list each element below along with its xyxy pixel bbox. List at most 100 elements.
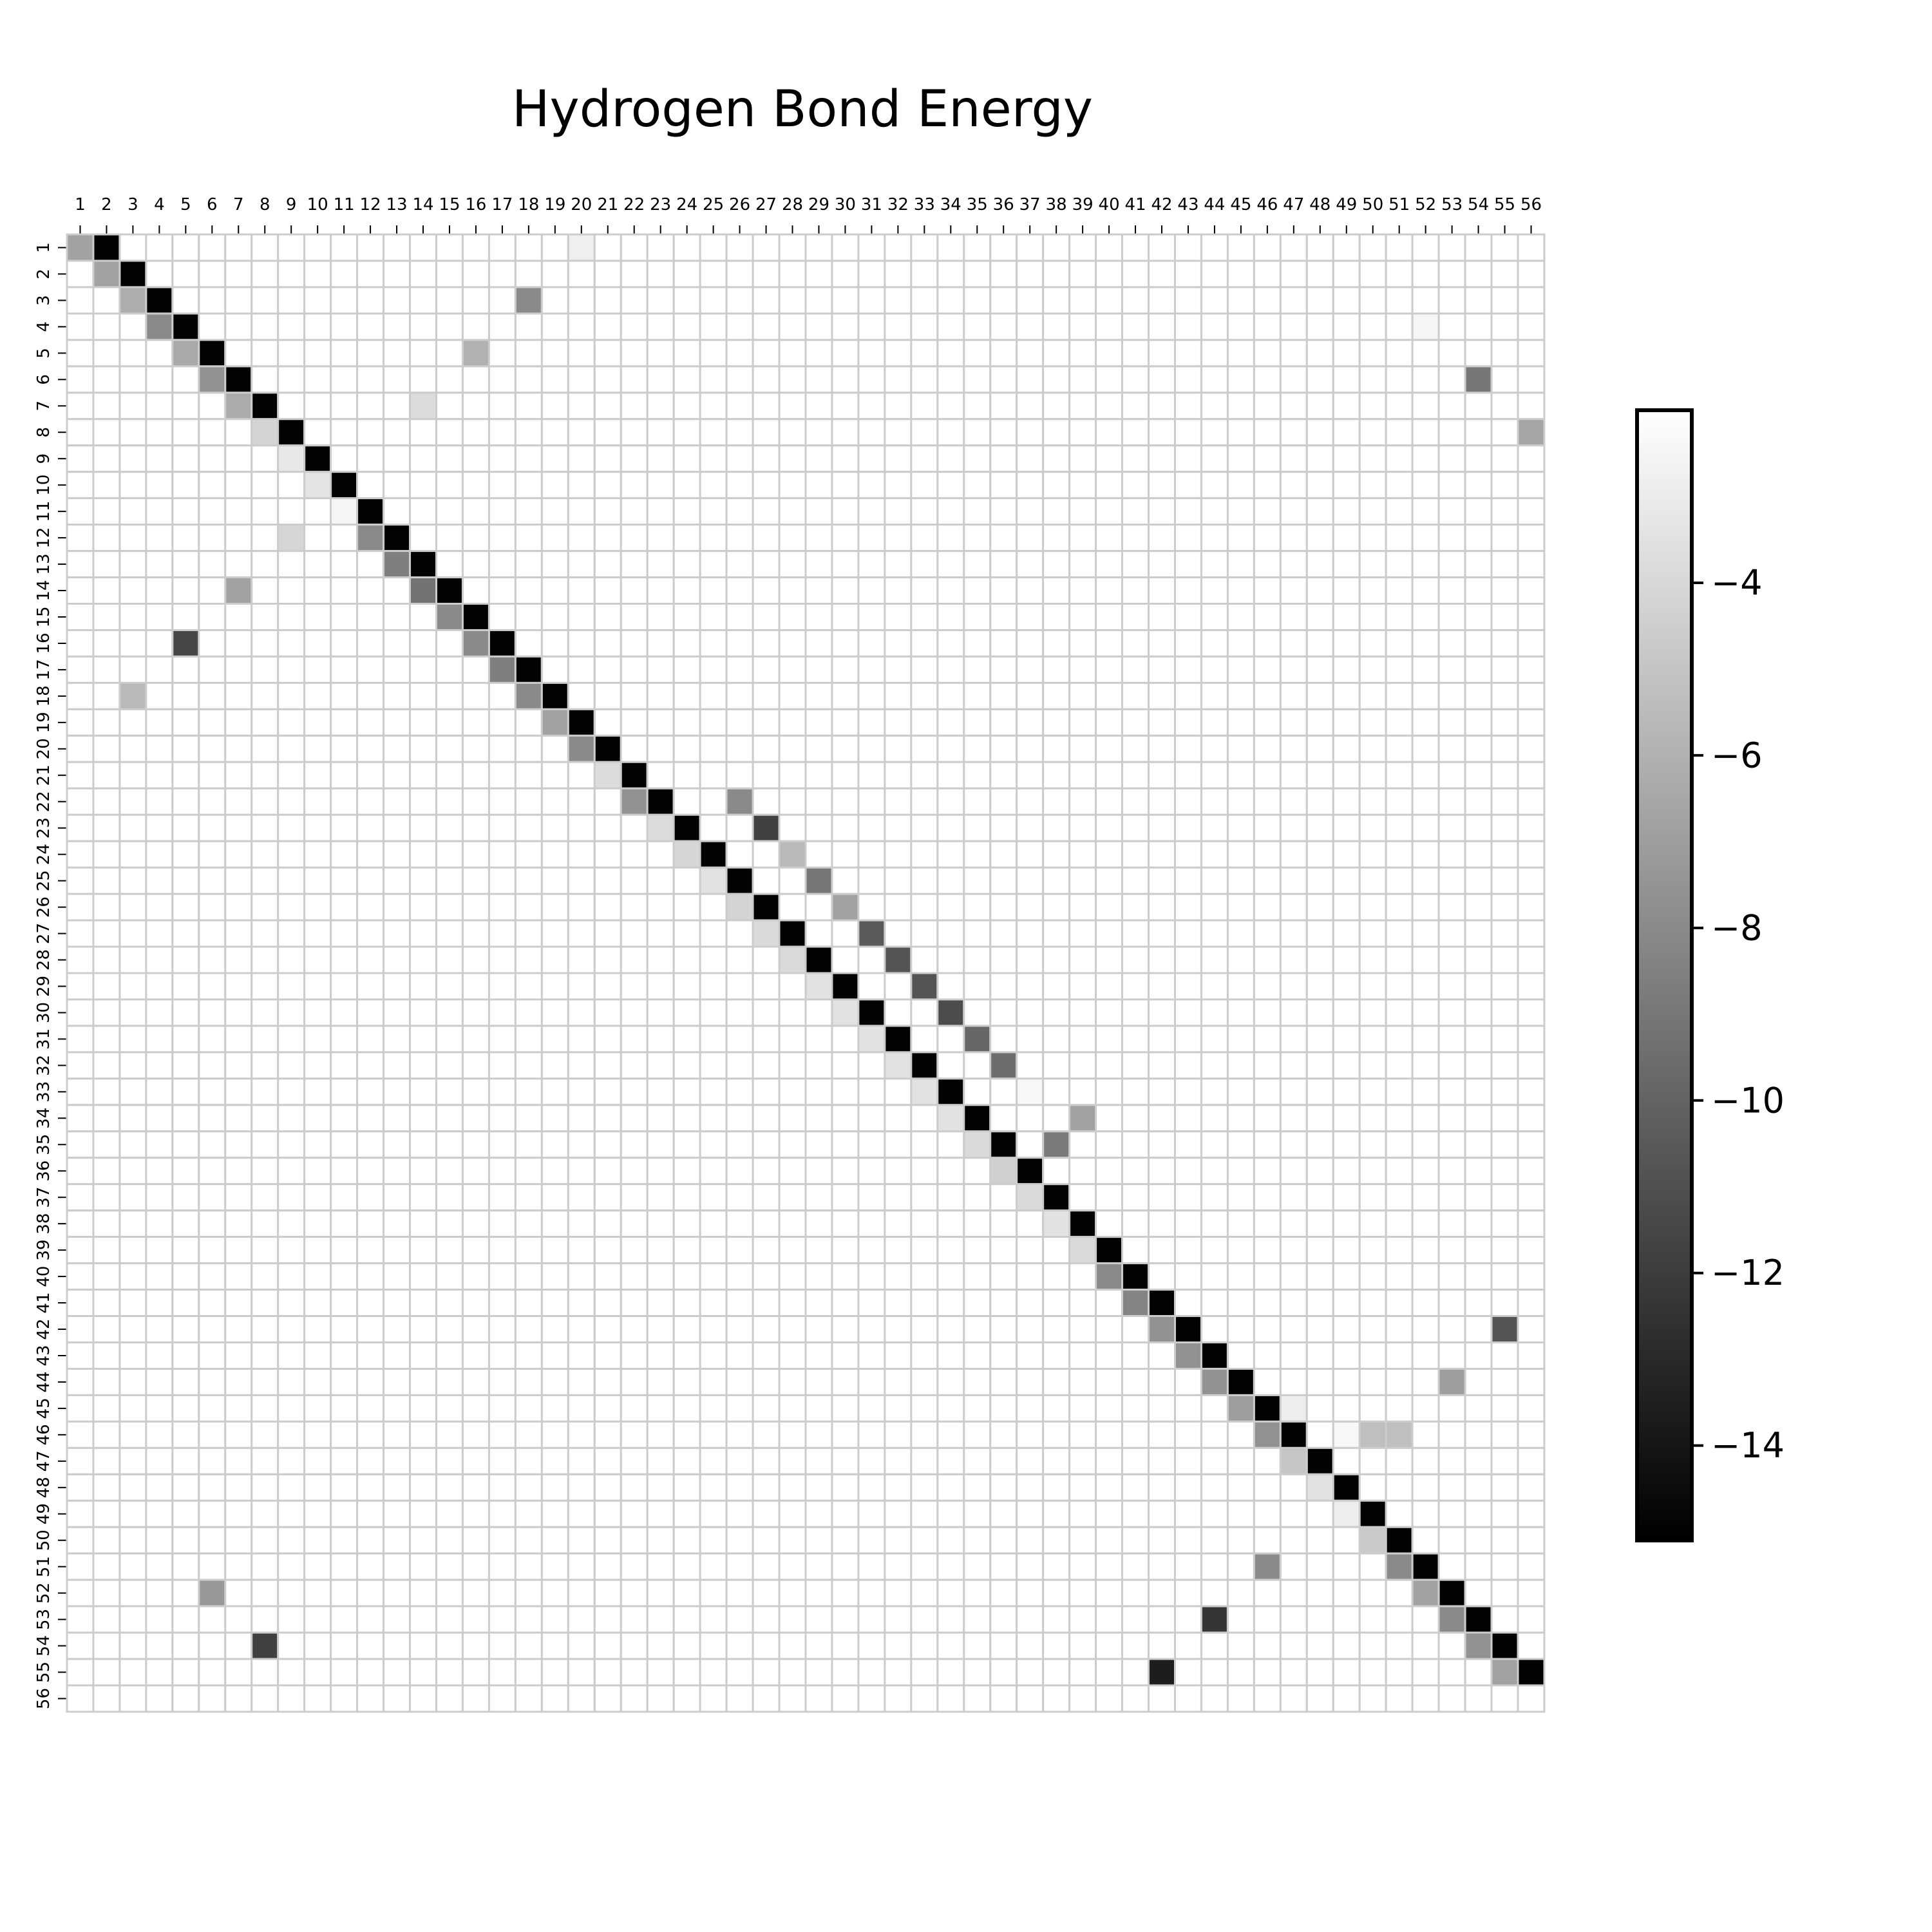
heatmap-cell (488, 1236, 516, 1265)
heatmap-cell (435, 972, 464, 1001)
heatmap-cell (804, 1051, 833, 1080)
y-tick-label: 38 (34, 1213, 53, 1235)
heatmap-cell (1411, 524, 1440, 553)
heatmap-cell (1279, 1499, 1308, 1528)
heatmap-cell (1253, 708, 1282, 737)
heatmap-cell (804, 1315, 833, 1344)
heatmap-cell (330, 1289, 359, 1318)
heatmap-cell (1016, 233, 1045, 262)
heatmap-cell (989, 1025, 1018, 1054)
heatmap-cell (936, 550, 965, 579)
heatmap-cell (963, 1552, 992, 1581)
heatmap-cell (1253, 1262, 1282, 1291)
heatmap-cell (725, 1077, 754, 1106)
heatmap-cell (224, 312, 253, 341)
heatmap-cell (1253, 418, 1282, 447)
heatmap-cell (857, 1605, 886, 1634)
heatmap-cell (831, 392, 860, 421)
heatmap-cell (804, 1183, 833, 1212)
heatmap-cell (672, 1446, 701, 1475)
heatmap-cell (963, 1473, 992, 1502)
heatmap-cell (672, 392, 701, 421)
heatmap-cell (1042, 1420, 1071, 1449)
heatmap-cell (620, 418, 649, 447)
heatmap-cell (699, 497, 728, 526)
heatmap-cell (963, 1367, 992, 1396)
heatmap-cell (461, 603, 490, 631)
heatmap-cell (752, 1420, 781, 1449)
heatmap-cell (1305, 1262, 1334, 1291)
heatmap-cell (1174, 418, 1202, 447)
heatmap-cell (1042, 1209, 1071, 1238)
heatmap-cell (752, 708, 781, 737)
heatmap-cell (963, 1684, 992, 1713)
heatmap-cell (1121, 1157, 1150, 1186)
heatmap-cell (1279, 1341, 1308, 1370)
heatmap-cell (1437, 286, 1466, 315)
heatmap-cell (1305, 1051, 1334, 1080)
heatmap-cell (567, 1077, 596, 1106)
heatmap-cell (488, 524, 516, 553)
x-tick-label: 12 (360, 195, 381, 214)
heatmap-cell (330, 392, 359, 421)
heatmap-cell (936, 629, 965, 658)
heatmap-cell (1016, 1526, 1045, 1555)
heatmap-cell (1148, 1420, 1177, 1449)
heatmap-cell (383, 945, 412, 974)
heatmap-cell (989, 655, 1018, 684)
heatmap-cell (804, 576, 833, 605)
heatmap-cell (804, 1394, 833, 1423)
heatmap-cell (461, 576, 490, 605)
x-tick-label: 56 (1520, 195, 1542, 214)
heatmap-cell (1042, 681, 1071, 710)
heatmap-cell (277, 576, 306, 605)
heatmap-cell (1253, 1394, 1282, 1423)
heatmap-cell (488, 1104, 516, 1133)
heatmap-cell (1226, 972, 1255, 1001)
heatmap-cell (1385, 1077, 1414, 1106)
heatmap-cell (1517, 1605, 1546, 1634)
y-tick-label: 46 (34, 1424, 53, 1445)
heatmap-cell (198, 1025, 227, 1054)
heatmap-cell (1385, 603, 1414, 631)
heatmap-cell (1490, 1552, 1519, 1581)
heatmap-cell (593, 1526, 622, 1555)
heatmap-cell (303, 1183, 332, 1212)
heatmap-cell (1068, 497, 1097, 526)
heatmap-cell (831, 787, 860, 816)
heatmap-cell (1358, 339, 1387, 368)
heatmap-cell (1226, 1684, 1255, 1713)
heatmap-cell (461, 444, 490, 473)
heatmap-cell (488, 1157, 516, 1186)
heatmap-cell (66, 998, 95, 1027)
heatmap-cell (672, 1526, 701, 1555)
heatmap-cell (1437, 1183, 1466, 1212)
heatmap-cell (831, 339, 860, 368)
heatmap-cell (145, 1526, 174, 1555)
heatmap-cell (409, 1658, 437, 1687)
heatmap-cell (857, 1341, 886, 1370)
heatmap-cell (1385, 418, 1414, 447)
heatmap-cell (725, 339, 754, 368)
heatmap-cell (1253, 813, 1282, 842)
heatmap-cell (1332, 1446, 1361, 1475)
heatmap-cell (435, 1658, 464, 1687)
heatmap-cell (277, 681, 306, 710)
heatmap-cell (1517, 761, 1546, 790)
heatmap-cell (1437, 1025, 1466, 1054)
y-tick-label: 23 (34, 817, 53, 838)
heatmap-cell (1464, 1183, 1493, 1212)
heatmap-cell (1279, 1183, 1308, 1212)
heatmap-cell (1385, 1578, 1414, 1607)
heatmap-cell (1253, 1341, 1282, 1370)
heatmap-cell (910, 708, 939, 737)
heatmap-cell (989, 1446, 1018, 1475)
heatmap-cell (1490, 1289, 1519, 1318)
heatmap-cell (1042, 471, 1071, 500)
heatmap-cell (383, 576, 412, 605)
heatmap-cell (672, 866, 701, 895)
heatmap-cell (831, 1394, 860, 1423)
heatmap-cell (461, 840, 490, 869)
heatmap-cell (1437, 1104, 1466, 1133)
heatmap-cell (488, 1341, 516, 1370)
